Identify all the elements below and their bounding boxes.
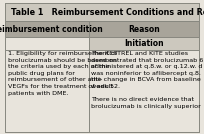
Bar <box>5 50 89 132</box>
Text: Reimbursement condition: Reimbursement condition <box>0 25 103 34</box>
Text: Initiation: Initiation <box>124 39 164 48</box>
Text: Reason: Reason <box>128 25 160 34</box>
Text: The KESTREL and KITE studies
demonstrated that brolucizumab 6
administered at q.: The KESTREL and KITE studies demonstrate… <box>91 51 204 109</box>
Bar <box>89 37 199 50</box>
Bar <box>89 21 199 37</box>
Bar <box>5 37 89 50</box>
Bar <box>89 50 199 132</box>
Bar <box>5 3 199 21</box>
Bar <box>5 21 89 37</box>
Text: Table 1   Reimbursement Conditions and Reasons: Table 1 Reimbursement Conditions and Rea… <box>11 8 204 17</box>
Text: 1. Eligibility for reimbursement of
brolucizumab should be based on
the criteria: 1. Eligibility for reimbursement of brol… <box>8 51 118 96</box>
